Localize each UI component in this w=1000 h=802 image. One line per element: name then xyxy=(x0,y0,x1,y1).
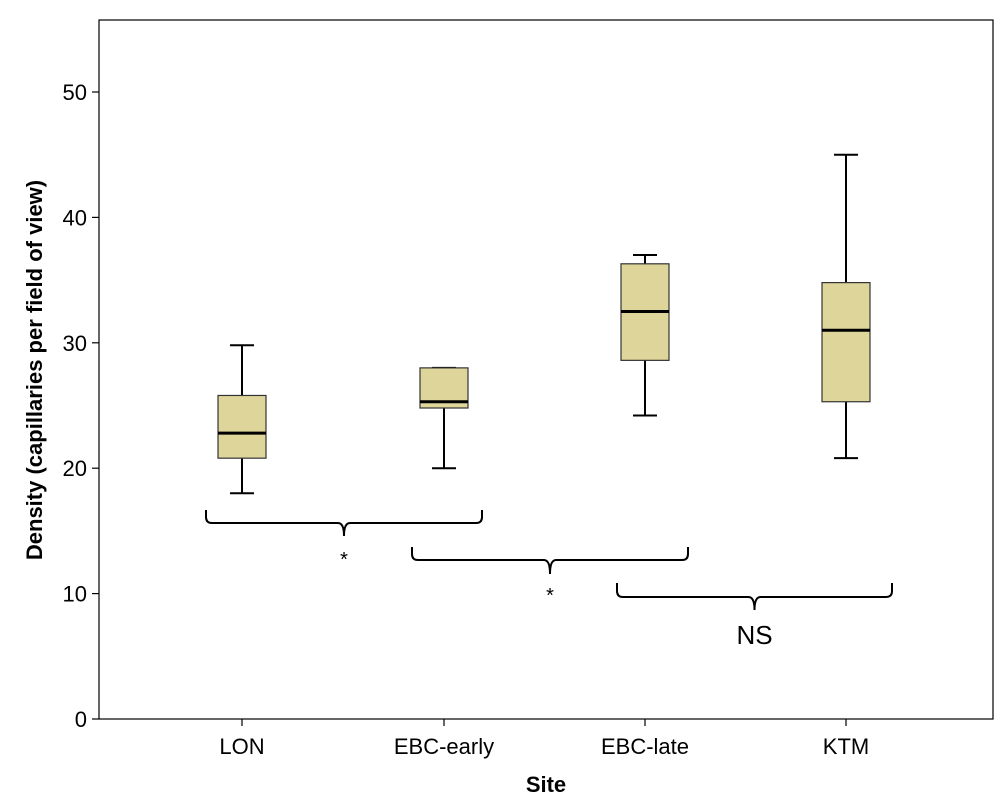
comparison-bracket: * xyxy=(411,547,689,607)
iqr-box xyxy=(821,282,871,403)
bracket-line xyxy=(205,510,483,537)
y-tick-label: 30 xyxy=(63,331,87,356)
y-axis-title: Density (capillaries per field of view) xyxy=(22,180,47,560)
y-tick-label: 50 xyxy=(63,80,87,105)
box-ebc-early xyxy=(419,366,469,470)
boxes xyxy=(217,153,871,495)
plot-frame xyxy=(98,19,994,720)
x-tick-label: LON xyxy=(219,734,264,759)
y-axis: 0 10 20 30 40 50 xyxy=(63,80,99,732)
comparison-brackets: * * NS xyxy=(205,510,893,650)
comparison-label: * xyxy=(340,549,348,571)
box-ktm xyxy=(821,153,871,460)
x-axis: LON EBC-early EBC-late KTM xyxy=(219,719,869,759)
box-ebc-late xyxy=(620,254,670,417)
iqr-box xyxy=(217,394,267,459)
comparison-bracket: NS xyxy=(616,583,893,650)
y-tick-label: 20 xyxy=(63,456,87,481)
comparison-label: NS xyxy=(736,620,772,650)
bracket-line xyxy=(411,547,689,575)
y-tick-label: 10 xyxy=(63,582,87,607)
x-tick-label: EBC-late xyxy=(601,734,689,759)
bracket-line xyxy=(616,583,893,611)
y-tick-label: 0 xyxy=(75,707,87,732)
comparison-label: * xyxy=(546,585,554,607)
x-tick-label: EBC-early xyxy=(394,734,494,759)
y-tick-label: 40 xyxy=(63,205,87,230)
box-lon xyxy=(217,344,267,495)
x-axis-title: Site xyxy=(526,772,566,797)
comparison-bracket: * xyxy=(205,510,483,571)
x-tick-label: KTM xyxy=(823,734,869,759)
